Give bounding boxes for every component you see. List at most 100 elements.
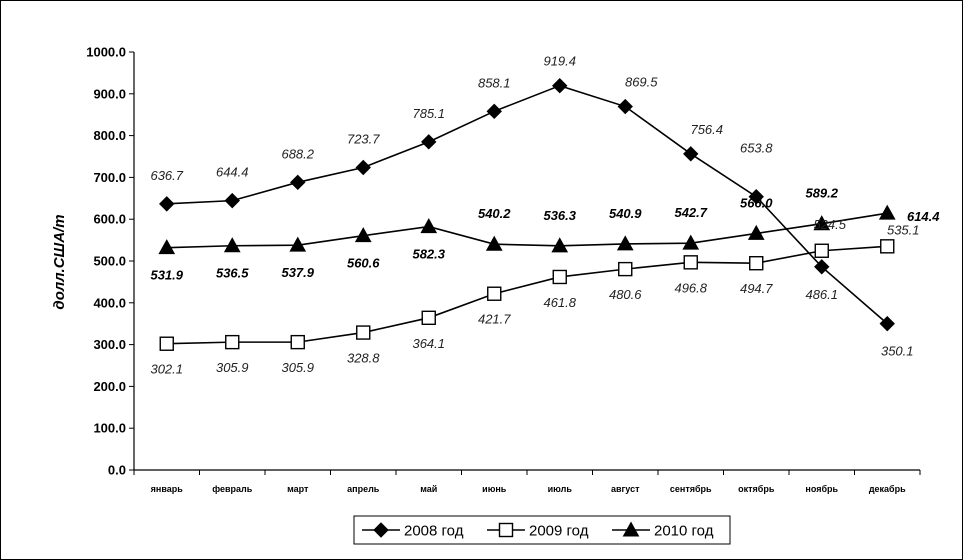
data-label: 542.7	[674, 205, 707, 220]
legend-marker-2	[622, 521, 640, 537]
legend: 2008 год 2009 год 2010 год	[353, 515, 731, 545]
series-0-point	[814, 259, 830, 275]
series-2-point	[747, 224, 765, 240]
data-label: 540.2	[478, 206, 511, 221]
data-label: 461.8	[543, 295, 576, 310]
data-label: 636.7	[150, 168, 183, 183]
axes: 0.0 100.0 200.0 300.0 400.0 500.0 600.0 700.0 80…	[86, 45, 921, 494]
y-tick-label: 800.0	[93, 128, 126, 143]
series-0-point	[617, 98, 633, 115]
data-label: 537.9	[281, 265, 314, 280]
legend-box	[353, 515, 731, 545]
series-2-point	[158, 239, 176, 255]
legend-label-1: 2009 год	[529, 523, 589, 540]
y-tick-label: 0.0	[108, 463, 126, 478]
data-label: 540.9	[609, 206, 642, 221]
series-1-point	[683, 255, 698, 270]
x-tick-label: январь	[151, 484, 184, 494]
x-tick-label: декабрь	[869, 484, 906, 494]
data-label: 302.1	[150, 362, 183, 377]
series-2-point	[289, 236, 307, 252]
series-2-point	[616, 235, 634, 251]
data-label: 536.3	[543, 208, 576, 223]
x-tick-label: июнь	[482, 484, 507, 494]
data-label: 785.1	[412, 106, 445, 121]
series-0-point	[355, 159, 371, 176]
y-tick-label: 900.0	[93, 86, 126, 101]
y-tick-label: 300.0	[93, 337, 126, 352]
series-1-point	[225, 334, 240, 350]
y-axis-label: долл.США/т	[51, 214, 68, 309]
series-0-point	[290, 174, 306, 191]
series-0-point	[879, 315, 895, 332]
series-2-point	[223, 237, 241, 253]
data-label: 723.7	[347, 131, 380, 146]
series-markers	[158, 77, 896, 351]
data-label: 524.5	[813, 217, 846, 232]
data-label: 858.1	[478, 75, 511, 90]
series-2-point	[813, 215, 831, 231]
legend-label-0: 2008 год	[404, 523, 464, 540]
series-0-point	[159, 196, 175, 212]
series-0-point	[486, 103, 502, 120]
x-tick-label: июль	[548, 484, 573, 494]
data-label: 421.7	[478, 312, 511, 327]
series-line-2	[166, 212, 888, 249]
data-label: 566.0	[740, 195, 773, 210]
series-line-0	[166, 84, 888, 325]
data-label: 919.4	[543, 54, 576, 69]
data-label: 531.9	[150, 268, 183, 283]
series-0-point	[224, 192, 240, 209]
data-label: 560.6	[347, 256, 380, 271]
y-tick-label: 500.0	[93, 254, 126, 269]
series-lines	[166, 84, 888, 345]
series-2-point	[354, 227, 372, 243]
series-line-1	[166, 245, 888, 345]
y-tick-label: 600.0	[93, 212, 126, 227]
x-tick-label: февраль	[212, 484, 253, 494]
x-tick-label: сентябрь	[670, 484, 712, 494]
series-2-point	[420, 218, 438, 234]
data-label: 364.1	[412, 336, 445, 351]
x-tick-label: апрель	[347, 484, 380, 494]
x-tick-label: май	[420, 484, 437, 494]
data-label: 536.5	[216, 266, 249, 281]
series-2-point	[485, 235, 503, 251]
x-tick-label: ноябрь	[805, 484, 838, 494]
data-label: 644.4	[216, 165, 249, 180]
data-label: 535.1	[887, 222, 920, 237]
legend-label-2: 2010 год	[654, 523, 714, 540]
y-tick-label: 1000.0	[86, 45, 126, 60]
series-1-point	[880, 239, 895, 254]
legend-marker-1	[498, 522, 514, 538]
x-tick-label: октябрь	[738, 484, 775, 494]
series-1-point	[356, 325, 371, 340]
data-label: 350.1	[881, 344, 914, 359]
data-label: 305.9	[216, 360, 249, 375]
data-label: 688.2	[281, 146, 314, 161]
data-label: 496.8	[674, 280, 707, 295]
series-1-point	[814, 243, 829, 258]
data-label: 653.8	[740, 141, 773, 156]
y-tick-label: 400.0	[93, 295, 126, 310]
data-label: 614.4	[907, 209, 940, 224]
series-1-point	[552, 269, 567, 285]
series-0-point	[421, 134, 437, 150]
data-label: 328.8	[347, 351, 380, 366]
data-label: 486.1	[805, 287, 838, 302]
data-labels: 636.7 644.4 688.2 723.7 785.1 858.1 919.4 869.5…	[150, 54, 940, 377]
series-1-point	[159, 336, 174, 351]
y-tick-label: 200.0	[93, 379, 126, 394]
series-1-point	[487, 286, 502, 301]
series-2-point	[682, 234, 700, 250]
data-label: 869.5	[625, 75, 658, 90]
y-tick-label: 100.0	[93, 421, 126, 436]
series-1-point	[421, 310, 436, 326]
series-1-point	[618, 261, 633, 277]
series-1-point	[749, 256, 764, 271]
series-0-point	[552, 77, 568, 94]
series-1-point	[290, 334, 305, 350]
data-label: 582.3	[412, 247, 445, 262]
legend-marker-0	[373, 522, 389, 538]
